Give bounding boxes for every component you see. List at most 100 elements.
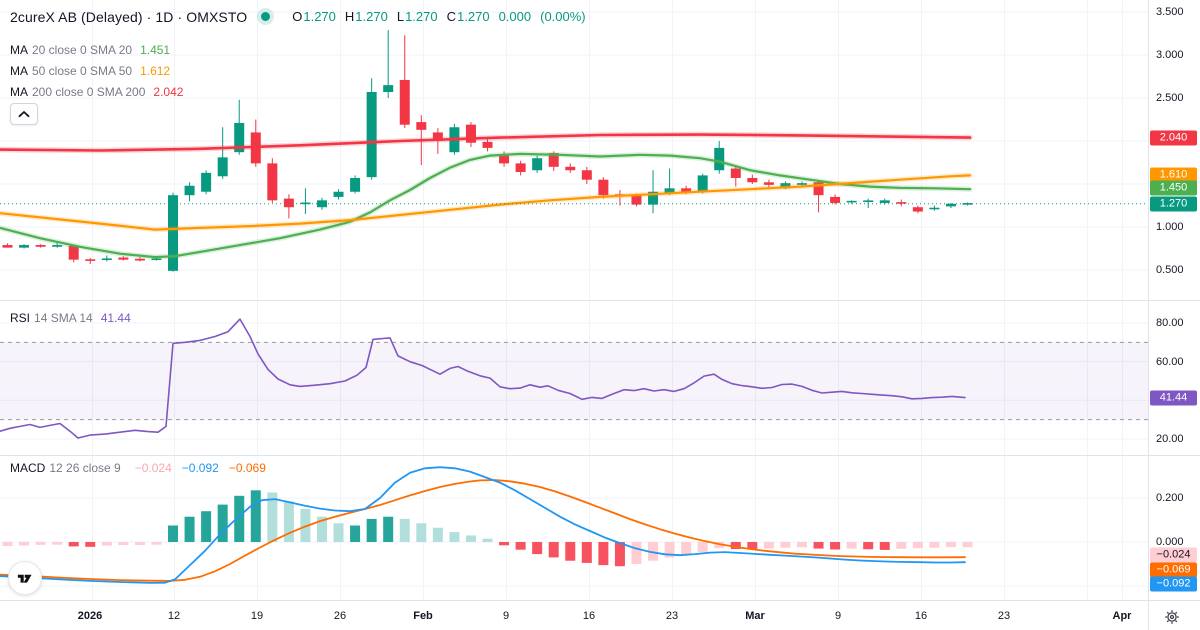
candle-body xyxy=(846,200,857,203)
indicator-name: RSI xyxy=(10,311,31,325)
indicator-name: MA xyxy=(10,43,28,57)
candle-body xyxy=(631,195,642,205)
time-axis-label: 23 xyxy=(997,610,1011,622)
candle-body xyxy=(532,158,543,171)
candle-body xyxy=(548,153,559,167)
time-axis-label: 26 xyxy=(333,610,347,622)
macd-histogram-bar xyxy=(664,542,675,558)
ohlc-low-value: 1.270 xyxy=(405,9,438,24)
candle-body xyxy=(962,203,973,205)
time-axis-label: 2026 xyxy=(77,610,103,622)
macd-line-value: −0.092 xyxy=(181,461,219,475)
ohlc-close-label: C xyxy=(446,9,457,24)
symbol-legend-row[interactable]: 2cureX AB (Delayed) · 1D · OMXSTO O 1.270… xyxy=(10,8,586,25)
market-status-dot[interactable] xyxy=(257,8,275,25)
candle-body xyxy=(796,183,807,185)
rsi-axis-tick: 20.00 xyxy=(1156,432,1184,445)
candle-body xyxy=(830,196,841,203)
macd-signal-line xyxy=(0,479,966,582)
gear-icon[interactable] xyxy=(1163,608,1181,626)
candle-body xyxy=(664,188,675,193)
tradingview-monogram-icon xyxy=(17,574,32,583)
macd-histogram-bar xyxy=(796,542,807,548)
macd-histogram-bar xyxy=(350,525,361,543)
candle-body xyxy=(85,259,96,261)
macd-histogram-bar xyxy=(19,542,30,546)
indicator-legend-rsi[interactable]: RSI 14 SMA 14 41.44 xyxy=(10,311,131,325)
ma20-line xyxy=(0,152,972,259)
macd-histogram-bar xyxy=(35,542,46,545)
ohlc-open-value: 1.270 xyxy=(303,9,336,24)
symbol-title[interactable]: 2cureX AB (Delayed) · 1D · OMXSTO xyxy=(10,8,248,25)
time-axis-label: 12 xyxy=(167,610,181,622)
macd-histogram-bar xyxy=(399,518,410,543)
macd-histogram-bar xyxy=(118,542,129,546)
macd-histogram-bar xyxy=(896,542,907,549)
price-axis-badge: 2.040 xyxy=(1150,130,1197,146)
time-axis-label: 9 xyxy=(502,610,510,622)
macd-histogram-bar xyxy=(283,501,294,543)
candle-body xyxy=(581,170,592,180)
candle-body xyxy=(184,185,195,196)
macd-histogram-bar xyxy=(184,516,195,543)
rsi-axis-tick: 80.00 xyxy=(1156,316,1184,329)
candle-body xyxy=(515,163,526,172)
candle-body xyxy=(134,258,145,261)
candle-body xyxy=(366,92,377,178)
indicator-name: MA xyxy=(10,64,28,78)
candle-body xyxy=(730,168,741,178)
macd-histogram-bar xyxy=(250,490,261,543)
macd-histogram-bar xyxy=(217,504,228,543)
macd-histogram-bar xyxy=(846,542,857,549)
tradingview-logo[interactable] xyxy=(8,561,42,595)
ohlc-values: O 1.270 H 1.270 L 1.270 C 1.270 0.000 (0.00%… xyxy=(292,9,585,24)
macd-histogram-bar xyxy=(565,542,576,561)
candle-body xyxy=(896,202,907,204)
macd-axis-badge: −0.092 xyxy=(1150,576,1197,592)
indicator-value: 2.042 xyxy=(153,85,184,99)
macd-histogram-bar xyxy=(763,542,774,549)
indicator-params: 200 close 0 SMA 200 xyxy=(32,85,146,99)
macd-histogram-bar xyxy=(201,511,212,543)
candle-body xyxy=(912,207,923,212)
price-axis-tick: 1.000 xyxy=(1156,220,1184,233)
indicator-params: 50 close 0 SMA 50 xyxy=(32,64,133,78)
macd-histogram-bar xyxy=(151,542,162,545)
candle-body xyxy=(879,200,890,203)
candle-body xyxy=(316,200,327,208)
macd-hist-value: −0.024 xyxy=(134,461,172,475)
ohlc-open-label: O xyxy=(292,9,303,24)
candle-body xyxy=(432,132,443,142)
macd-histogram-bar xyxy=(830,542,841,550)
indicator-params: 12 26 close 9 xyxy=(49,461,121,475)
candle-body xyxy=(217,157,228,177)
indicator-legend-ma50[interactable]: MA 50 close 0 SMA 50 1.612 xyxy=(10,64,170,78)
ohlc-high-label: H xyxy=(344,9,355,24)
ohlc-high-value: 1.270 xyxy=(355,9,388,24)
indicator-legend-ma20[interactable]: MA 20 close 0 SMA 20 1.451 xyxy=(10,43,170,57)
time-axis-label: 16 xyxy=(582,610,596,622)
macd-histogram-bar xyxy=(68,542,79,547)
candle-body xyxy=(267,163,278,201)
macd-histogram-bar xyxy=(499,542,510,546)
price-axis-badge: 1.610 xyxy=(1150,167,1197,183)
candle-body xyxy=(35,245,46,247)
macd-line xyxy=(0,466,966,584)
macd-histogram-bar xyxy=(863,542,874,550)
indicator-legend-ma200[interactable]: MA 200 close 0 SMA 200 2.042 xyxy=(10,85,183,99)
time-axis-label: Feb xyxy=(413,610,433,622)
collapse-legend-button[interactable] xyxy=(10,103,38,125)
macd-histogram-bar xyxy=(52,542,63,545)
candle-body xyxy=(714,147,725,171)
indicator-legend-macd[interactable]: MACD 12 26 close 9 −0.024 −0.092 −0.069 xyxy=(10,461,266,475)
macd-axis-badge: −0.069 xyxy=(1150,562,1197,578)
macd-histogram-bar xyxy=(515,542,526,550)
candle-body xyxy=(52,245,63,247)
rsi-axis-tick: 60.00 xyxy=(1156,355,1184,368)
ohlc-change-value: 0.000 xyxy=(498,9,532,24)
macd-histogram-bar xyxy=(101,542,112,546)
candle-body xyxy=(2,245,13,248)
status-dot-core xyxy=(261,12,271,21)
